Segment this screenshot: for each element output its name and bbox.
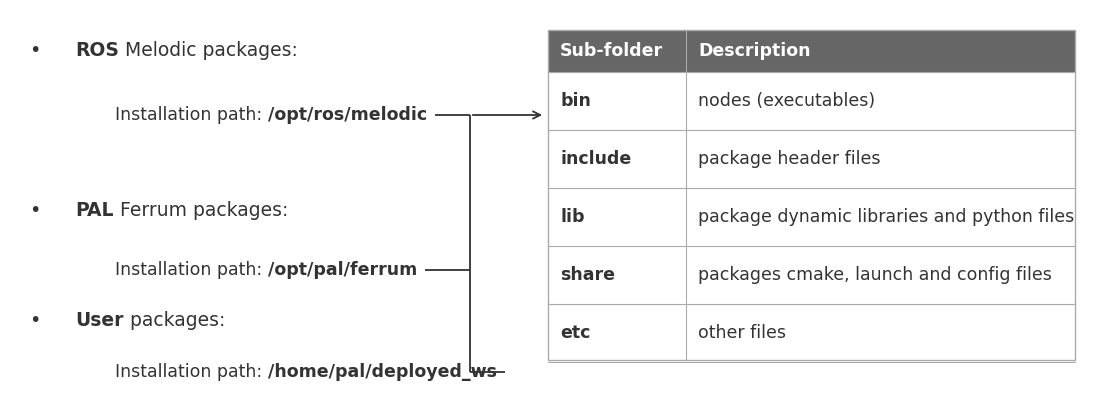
Text: Melodic packages:: Melodic packages: [119,41,298,59]
Text: ROS: ROS [75,41,119,59]
Text: packages cmake, launch and config files: packages cmake, launch and config files [698,266,1052,284]
Text: nodes (executables): nodes (executables) [698,92,875,110]
Text: PAL: PAL [75,201,114,220]
Bar [548,30,1075,360]
Text: User: User [75,310,124,330]
Text: /opt/ros/melodic: /opt/ros/melodic [267,106,426,124]
Text: include: include [560,150,631,168]
Text: packages:: packages: [124,310,225,330]
Text: /home/pal/deployed_ws: /home/pal/deployed_ws [267,363,496,381]
Text: Description: Description [698,42,810,60]
Text: lib: lib [560,208,584,226]
Text: etc: etc [560,324,590,342]
Text: Installation path:: Installation path: [115,363,267,381]
Text: Ferrum packages:: Ferrum packages: [114,201,288,220]
Text: Sub-folder: Sub-folder [560,42,663,60]
Text: •: • [29,201,41,220]
Text: Installation path:: Installation path: [115,106,267,124]
Text: Installation path:: Installation path: [115,261,267,279]
Text: package header files: package header files [698,150,880,168]
Text: other files: other files [698,324,786,342]
Text: share: share [560,266,615,284]
Text: /opt/pal/ferrum: /opt/pal/ferrum [267,261,417,279]
Text: package dynamic libraries and python files: package dynamic libraries and python fil… [698,208,1074,226]
Text: bin: bin [560,92,591,110]
Text: •: • [29,41,41,59]
Bar [548,30,1075,72]
Text: •: • [29,310,41,330]
